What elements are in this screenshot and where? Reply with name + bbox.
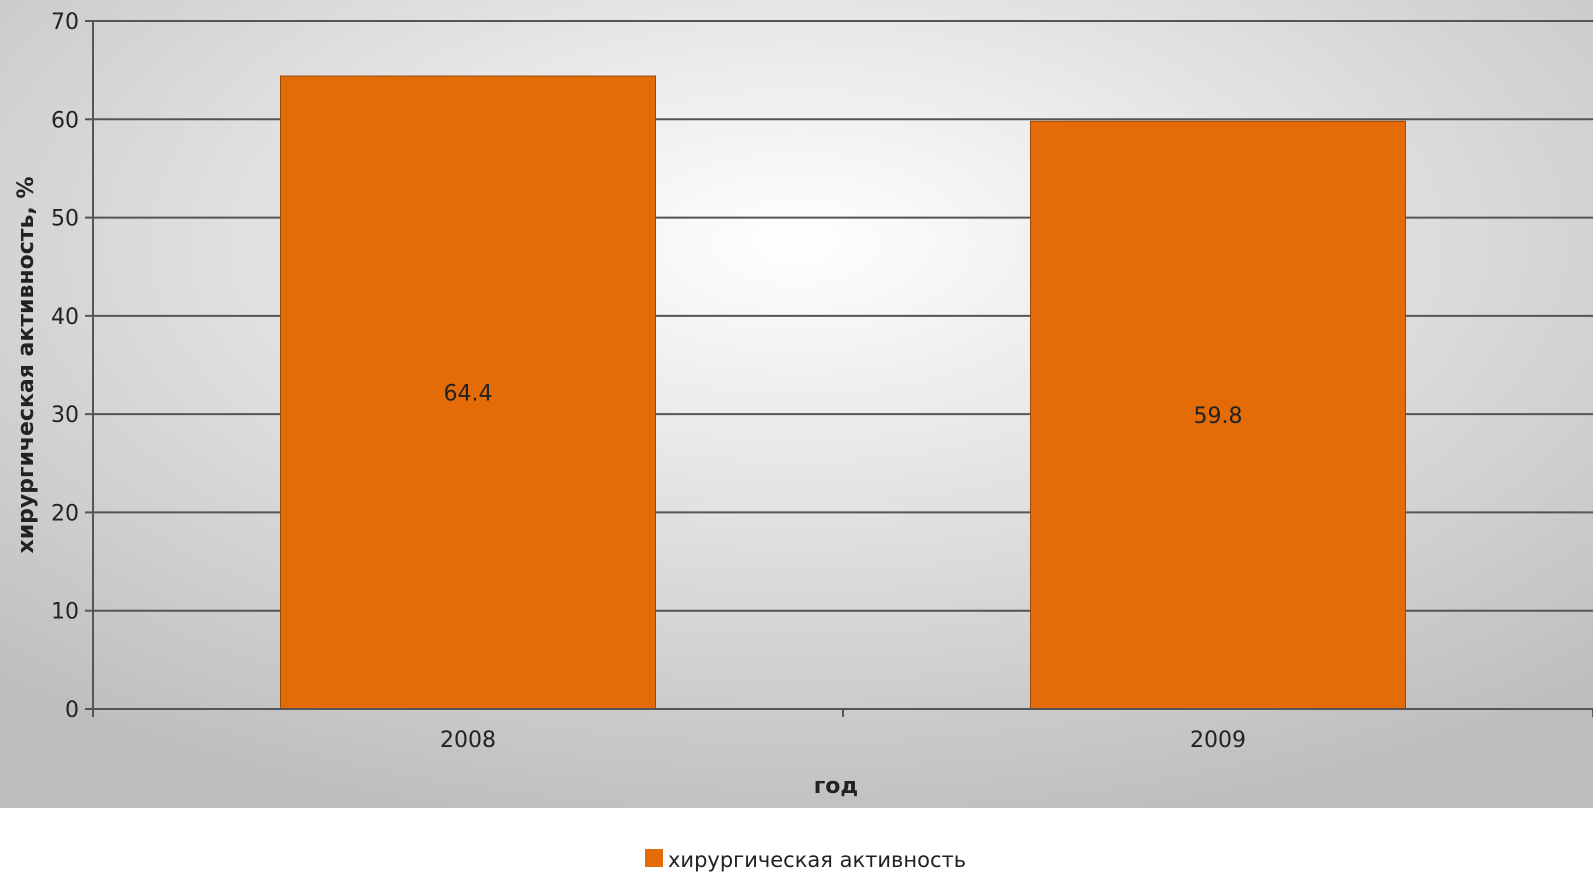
bar-2009 bbox=[1030, 120, 1406, 710]
y-tick-label: 20 bbox=[51, 501, 79, 526]
y-tick-label: 70 bbox=[51, 10, 79, 35]
y-tick-label: 50 bbox=[51, 207, 79, 232]
y-tick-label: 10 bbox=[51, 600, 79, 625]
x-tick-label: 2008 bbox=[440, 728, 496, 753]
y-tick-label: 60 bbox=[51, 108, 79, 133]
legend-swatch bbox=[645, 849, 663, 867]
x-axis-title: год bbox=[814, 774, 858, 799]
labels: 0 10 20 30 40 50 60 70 64.4 2008 59.8 2009 bbox=[51, 10, 1246, 753]
axes bbox=[85, 20, 1593, 717]
bars bbox=[280, 75, 1406, 710]
y-tick-label: 30 bbox=[51, 403, 79, 428]
data-label: 59.8 bbox=[1194, 404, 1243, 429]
x-tick-label: 2009 bbox=[1190, 728, 1246, 753]
y-axis-title: хирургическая активность, % bbox=[14, 177, 39, 554]
data-label: 64.4 bbox=[444, 382, 493, 407]
y-tick-label: 40 bbox=[51, 305, 79, 330]
bar-2008 bbox=[280, 75, 656, 710]
y-tick-label: 0 bbox=[65, 698, 79, 723]
legend-label: хирургическая активность bbox=[668, 848, 966, 872]
legend: хирургическая активность bbox=[645, 848, 966, 872]
